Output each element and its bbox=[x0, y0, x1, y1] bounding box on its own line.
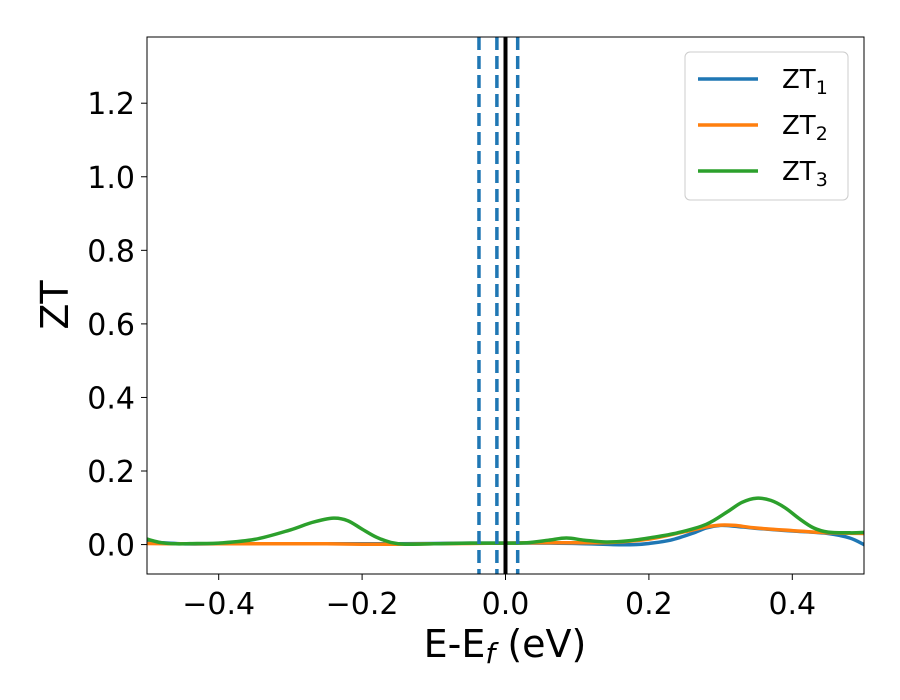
y-tick-label: 1.2 bbox=[87, 87, 135, 122]
y-tick-label: 0.6 bbox=[87, 308, 135, 343]
x-tick-label: 0.0 bbox=[482, 587, 530, 622]
legend-frame bbox=[684, 51, 849, 201]
series-line-zt3 bbox=[147, 496, 864, 547]
x-tick-label: −0.2 bbox=[326, 587, 399, 622]
y-tick-label: 0.2 bbox=[87, 455, 135, 490]
legend-label-zt1: ZT1 bbox=[782, 65, 828, 99]
y-axis-label: ZT bbox=[33, 280, 77, 330]
x-tick-label: −0.4 bbox=[182, 587, 255, 622]
legend: ZT1 ZT2 ZT3 bbox=[684, 51, 849, 201]
y-tick-label: 1.0 bbox=[87, 161, 135, 196]
x-axis-ticks: −0.4 −0.2 0.0 0.2 0.4 bbox=[182, 574, 816, 622]
legend-label-zt2: ZT2 bbox=[782, 111, 828, 145]
x-axis-label: E-Ef (eV) bbox=[424, 622, 587, 670]
y-tick-label: 0.4 bbox=[87, 381, 135, 416]
y-tick-label: 0.8 bbox=[87, 234, 135, 269]
x-tick-label: 0.2 bbox=[625, 587, 673, 622]
y-axis-ticks: 0.0 0.2 0.4 0.6 0.8 1.0 1.2 bbox=[87, 87, 147, 564]
legend-label-zt3: ZT3 bbox=[782, 157, 828, 191]
vline-layer bbox=[477, 37, 520, 574]
series-layer bbox=[147, 496, 864, 547]
x-tick-label: 0.4 bbox=[768, 587, 816, 622]
y-tick-label: 0.0 bbox=[87, 529, 135, 564]
